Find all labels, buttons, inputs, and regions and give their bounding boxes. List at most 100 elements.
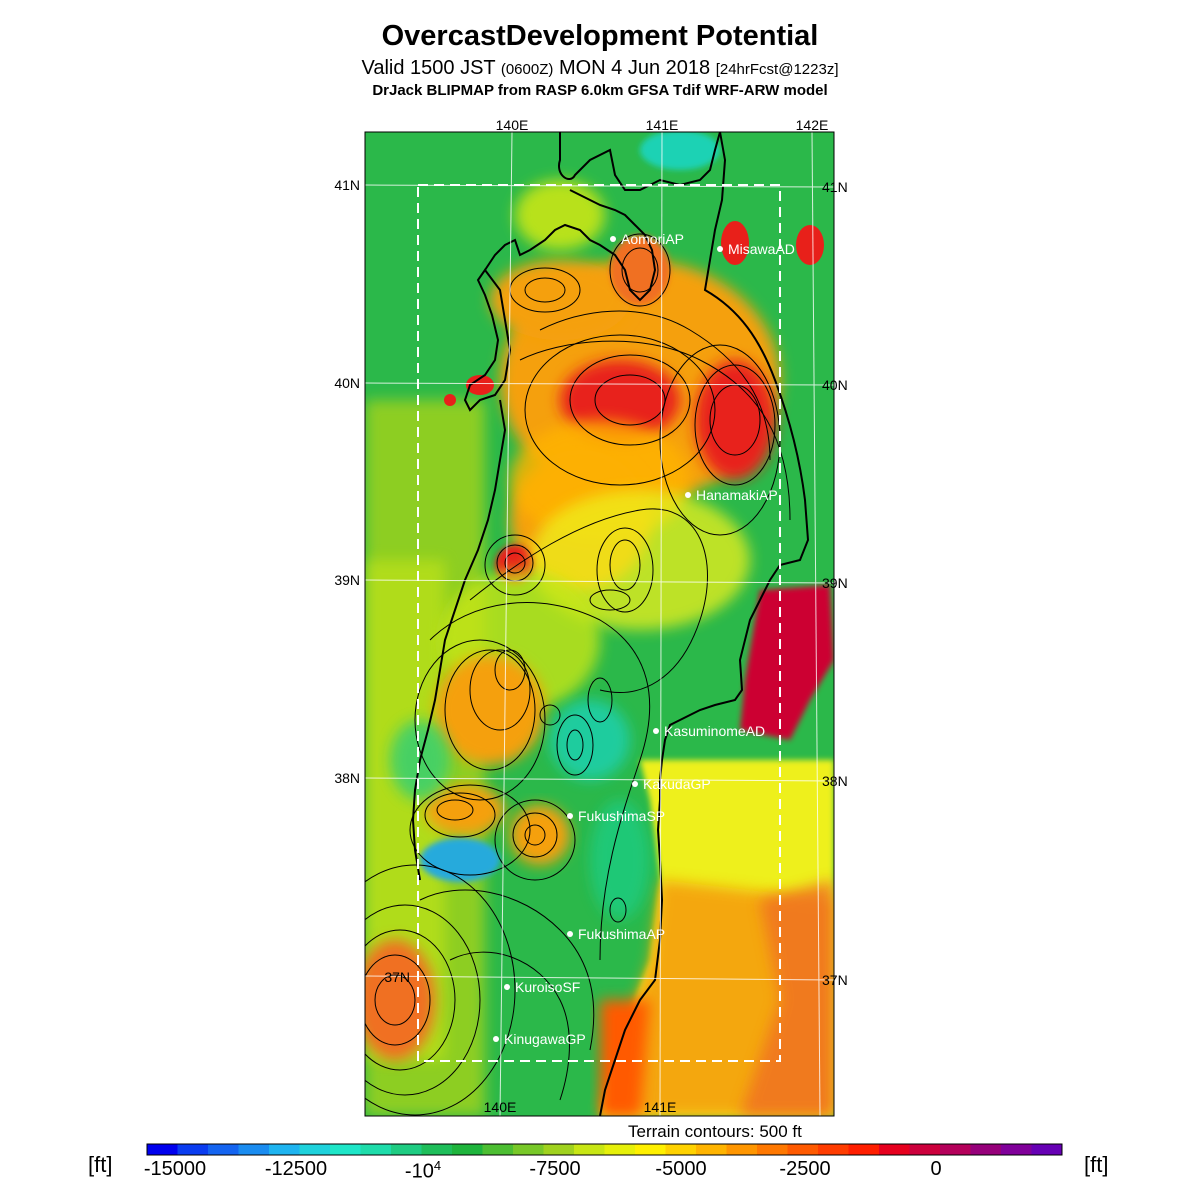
- stations: AomoriAP MisawaAD HanamakiAP KasuminomeA…: [493, 231, 795, 1047]
- colorbar-label-m15000: -15000: [143, 1158, 207, 1180]
- station-fukushima-ap[interactable]: FukushimaAP: [567, 926, 665, 942]
- colorbar-label-0: 0: [930, 1158, 942, 1180]
- valid-utc: (0600Z): [500, 61, 554, 78]
- colorbar-label-exponent: 4: [433, 1158, 442, 1173]
- colorbar-swatch: [543, 1144, 575, 1155]
- colorbar-label-m2500: -2500: [779, 1158, 831, 1180]
- station-label: HanamakiAP: [696, 487, 778, 503]
- colorbar-swatch: [818, 1144, 849, 1155]
- colorbar: [146, 1143, 1063, 1156]
- lat-label-right-37: 37N: [822, 972, 848, 988]
- forecast-label: [24hrFcst@1223z]: [715, 61, 839, 78]
- field-oga-red2: [444, 394, 456, 406]
- colorbar-swatch: [696, 1144, 727, 1155]
- field-north-lime: [515, 180, 605, 250]
- field-oga-red: [466, 375, 494, 395]
- colorbar-swatch: [391, 1144, 422, 1155]
- field-cyan: [420, 838, 500, 882]
- valid-time: Valid 1500 JST (0600Z) MON 4 Jun 2018 [2…: [0, 57, 1200, 80]
- colorbar-swatch: [1031, 1144, 1063, 1155]
- lat-label-left-39: 39N: [334, 572, 360, 588]
- colorbar-swatch: [238, 1144, 270, 1155]
- lon-label-bottom-140: 140E: [484, 1099, 517, 1115]
- field-red-misawa: [721, 221, 749, 265]
- valid-prefix: Valid 1500 JST: [361, 57, 496, 79]
- colorbar-swatch: [360, 1144, 392, 1155]
- station-misawa-ad[interactable]: MisawaAD: [717, 241, 795, 257]
- field-pacific-dorange: [740, 880, 834, 1116]
- field-teal-mid: [550, 700, 630, 780]
- field-red-east: [796, 225, 824, 265]
- model-label: DrJack BLIPMAP from RASP 6.0km GFSA Tdif…: [372, 82, 828, 99]
- station-kasuminome-ad[interactable]: KasuminomeAD: [653, 723, 765, 739]
- field-layer: [365, 132, 834, 1116]
- field-pacific-coast: [600, 1000, 650, 1116]
- lat-label-left-37: 37N: [384, 969, 410, 985]
- field-west-orange2: [425, 785, 505, 835]
- station-aomori-ap[interactable]: AomoriAP: [610, 231, 684, 247]
- colorbar-swatch: [482, 1144, 514, 1155]
- colorbar-swatch: [330, 1144, 361, 1155]
- domain-box: [417, 184, 781, 1062]
- station-label: AomoriAP: [621, 231, 684, 247]
- station-kakuda-gp[interactable]: KakudaGP: [632, 776, 711, 792]
- station-label: KakudaGP: [643, 776, 711, 792]
- field-east-red: [695, 360, 775, 480]
- colorbar-label-m10-base: -10: [404, 1160, 434, 1183]
- lon-label-bottom-141: 141E: [644, 1099, 677, 1115]
- terrain-note: Terrain contours: 500 ft: [628, 1122, 802, 1141]
- colorbar-swatch: [635, 1144, 666, 1155]
- colorbar-swatch: [848, 1144, 880, 1155]
- station-label: MisawaAD: [728, 241, 795, 257]
- valid-date: MON 4 Jun 2018: [558, 57, 711, 79]
- colorbar-swatch: [1001, 1144, 1032, 1155]
- coastline: [411, 131, 810, 1117]
- colorbar-label-m12500: -12500: [264, 1158, 328, 1180]
- field-sw-orange: [365, 940, 435, 1060]
- lat-label-right-40: 40N: [822, 377, 848, 393]
- colorbar-swatch: [879, 1144, 910, 1155]
- colorbar-swatch: [970, 1144, 1002, 1155]
- colorbar-swatch: [726, 1144, 758, 1155]
- station-kinugawa-gp[interactable]: KinugawaGP: [493, 1031, 586, 1047]
- colorbar-swatch: [452, 1144, 483, 1155]
- colorbar-unit-left: [ft]: [88, 1152, 113, 1177]
- colorbar-label-m10000: -104: [405, 1158, 441, 1184]
- colorbar-swatch: [208, 1144, 239, 1155]
- lat-label-left-40: 40N: [334, 375, 360, 391]
- colorbar-swatch: [787, 1144, 819, 1155]
- terrain-contours: [365, 233, 791, 1116]
- station-kuroiso-sf[interactable]: KuroisoSF: [504, 979, 580, 995]
- field-aomori-orange: [490, 260, 630, 340]
- colorbar-swatch: [757, 1144, 788, 1155]
- lon-label-top-140: 140E: [496, 117, 529, 133]
- colorbar-swatch: [177, 1144, 209, 1155]
- lon-label-top-141: 141E: [646, 117, 679, 133]
- map-frame: [364, 131, 835, 1117]
- colorbar-swatch: [421, 1144, 453, 1155]
- colorbar-frame: [146, 1143, 1063, 1156]
- station-label: FukushimaAP: [578, 926, 665, 942]
- station-label: FukushimaSP: [578, 808, 665, 824]
- station-label: KuroisoSF: [515, 979, 580, 995]
- colorbar-swatch: [940, 1144, 971, 1155]
- graticule: [364, 131, 835, 1117]
- field-west-orange: [435, 655, 545, 765]
- colorbar-swatch: [147, 1144, 178, 1155]
- station-label: KasuminomeAD: [664, 723, 765, 739]
- field-west-orange3: [510, 805, 570, 865]
- station-hanamaki-ap[interactable]: HanamakiAP: [685, 487, 778, 503]
- station-fukushima-sp[interactable]: FukushimaSP: [567, 808, 665, 824]
- colorbar-swatch: [909, 1144, 941, 1155]
- colorbar-unit-right: [ft]: [1084, 1152, 1109, 1177]
- lat-label-right-39: 39N: [822, 575, 848, 591]
- colorbar-swatch: [574, 1144, 605, 1155]
- lat-label-left-41: 41N: [334, 177, 360, 193]
- colorbar-swatch: [299, 1144, 331, 1155]
- lon-labels: 140E 141E 142E 140E 141E: [484, 117, 829, 1115]
- station-label: KinugawaGP: [504, 1031, 586, 1047]
- colorbar-label-m5000: -5000: [655, 1158, 707, 1180]
- lon-label-top-142: 142E: [796, 117, 829, 133]
- chart-title: OvercastDevelopment Potential: [381, 20, 819, 52]
